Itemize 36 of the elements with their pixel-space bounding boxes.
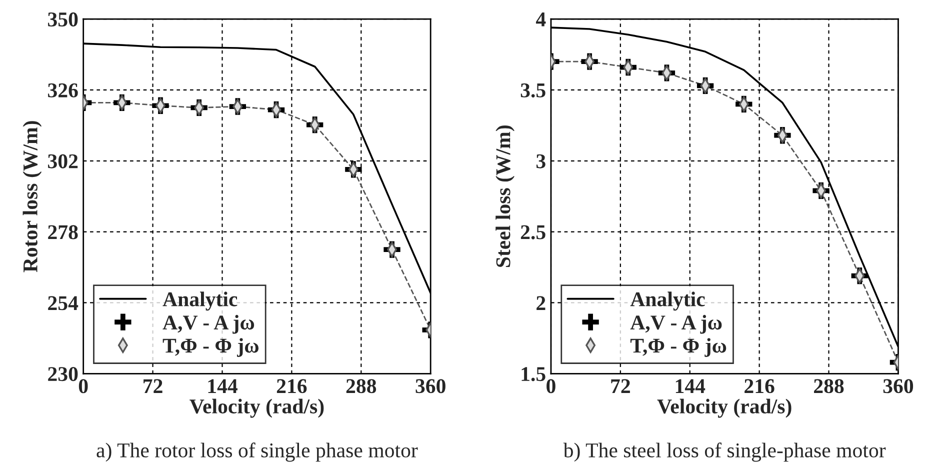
y-tick-label: 2.5	[520, 225, 546, 240]
y-axis-title: Steel loss (W/m)	[496, 126, 515, 267]
x-tick-label: 288	[814, 379, 844, 394]
y-tick-label: 302	[48, 154, 78, 168]
legend-label: Analytic	[630, 292, 705, 311]
x-tick-label: 0	[546, 379, 556, 394]
legend-label: Analytic	[162, 292, 238, 311]
text: b) The steel loss of single-phase motor	[563, 442, 886, 462]
legend-label: T,Φ - Φ jω	[630, 338, 726, 357]
x-tick-label: 288	[346, 379, 376, 394]
y-tick-label: 254	[48, 296, 78, 310]
y-tick-label: 2	[536, 296, 546, 310]
x-tick-label: 216	[744, 379, 774, 394]
legend-label: A,V - A jω	[162, 314, 254, 334]
x-tick-label: 360	[416, 379, 446, 394]
legend-label: T,Φ - Φ jω	[162, 338, 259, 357]
y-tick-label: 4	[536, 12, 546, 26]
x-tick-label: 72	[144, 379, 162, 393]
y-tick-label: 3	[536, 154, 546, 168]
x-axis-title: Velocity (rad/s)	[657, 398, 792, 418]
y-tick-label: 278	[48, 225, 78, 240]
x-tick-label: 72	[611, 379, 630, 393]
x-tick-label: 144	[208, 379, 238, 393]
x-axis-title: Velocity (rad/s)	[190, 398, 324, 418]
y-axis-title: Rotor loss (W/m)	[22, 121, 42, 272]
x-tick-label: 216	[276, 379, 307, 394]
y-tick-label: 350	[48, 12, 78, 26]
y-tick-label: 1.5	[522, 367, 546, 382]
legend-label: A,V - A jω	[630, 314, 722, 334]
y-tick-label: 326	[48, 83, 78, 98]
x-tick-label: 0	[78, 379, 88, 394]
y-tick-label: 3.5	[520, 83, 546, 98]
x-tick-label: 360	[883, 379, 914, 394]
y-tick-label: 230	[48, 367, 78, 382]
x-tick-label: 144	[676, 379, 706, 393]
text: a) The rotor loss of single phase motor	[96, 442, 418, 462]
